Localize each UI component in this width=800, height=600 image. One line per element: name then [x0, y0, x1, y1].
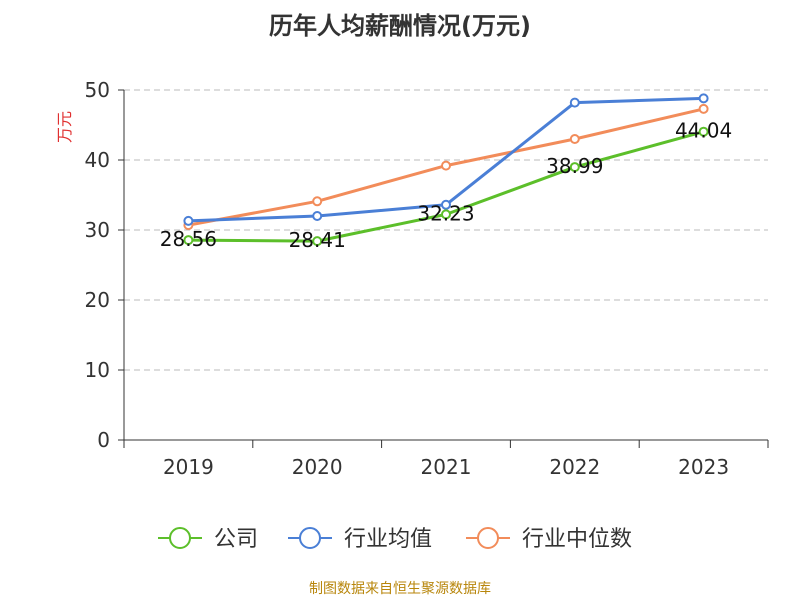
- data-point: [569, 97, 580, 108]
- x-tick-label: 2020: [292, 455, 343, 479]
- y-tick-label: 20: [85, 288, 110, 312]
- x-tick-label: 2022: [549, 455, 600, 479]
- y-tick-label: 50: [85, 78, 110, 102]
- legend-marker: [169, 527, 191, 549]
- y-tick-label: 40: [85, 148, 110, 172]
- data-labels: 28.56 28.41 32.23 38.99 44.04: [160, 119, 732, 252]
- data-label: 32.23: [417, 201, 474, 225]
- data-label: 44.04: [675, 119, 732, 143]
- gridlines: [124, 89, 768, 371]
- x-tick-label: 2023: [678, 455, 729, 479]
- y-axis-title: 万元: [55, 111, 74, 143]
- data-point: [441, 199, 451, 210]
- data-point: [183, 235, 194, 246]
- data-point: [569, 134, 580, 144]
- x-tick-label: 2019: [163, 455, 214, 479]
- y-tick-label: 0: [97, 428, 110, 452]
- legend-marker: [477, 527, 499, 549]
- data-point: [312, 211, 323, 221]
- legend-label: 行业中位数: [522, 527, 632, 552]
- data-point: [698, 103, 709, 114]
- legend-label: 公司: [214, 527, 258, 552]
- y-tick-label: 10: [85, 358, 110, 382]
- data-label: 28.41: [289, 228, 346, 252]
- source-footer: 制图数据来自恒生聚源数据库: [309, 581, 491, 597]
- chart-title: 历年人均薪酬情况(万元): [269, 12, 531, 40]
- data-label: 28.56: [160, 227, 217, 251]
- data-point: [441, 160, 451, 171]
- x-tick-label: 2021: [421, 455, 472, 479]
- data-point: [183, 215, 194, 226]
- data-label: 38.99: [546, 154, 603, 178]
- legend-marker: [299, 527, 321, 549]
- data-point: [569, 162, 580, 173]
- series-lines: [183, 93, 709, 247]
- legend-label: 行业均值: [344, 527, 432, 552]
- data-point: [312, 196, 323, 207]
- data-point: [698, 126, 709, 137]
- data-point: [312, 236, 323, 247]
- data-point: [441, 209, 451, 220]
- y-tick-label: 30: [85, 218, 110, 242]
- data-point: [698, 93, 709, 104]
- legend: 公司 行业均值 行业中位数: [158, 527, 632, 552]
- axes: 0 10 20 30 40 50 2019 2020 2021 2022 2023 万元: [55, 78, 769, 479]
